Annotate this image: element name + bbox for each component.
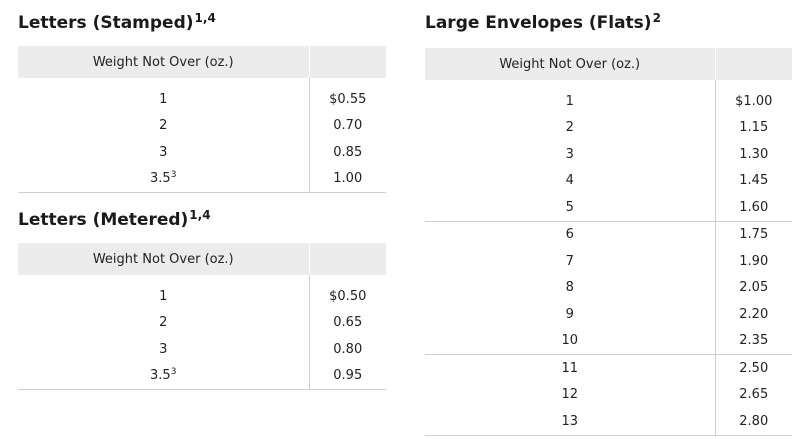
stamped-letters-title: Letters (Stamped)1,4 bbox=[18, 11, 216, 33]
weight-cell: 1 bbox=[159, 91, 168, 107]
weight-footnote: 3 bbox=[170, 367, 177, 378]
price-cell: $0.55 bbox=[308, 86, 386, 113]
weight-cell: 10 bbox=[425, 327, 715, 355]
weight-column-header: Weight Not Over (oz.) bbox=[18, 46, 310, 78]
metered-letters-title: Letters (Metered)1,4 bbox=[18, 208, 211, 230]
weight-cell: 8 bbox=[565, 280, 574, 296]
table-header-row: Weight Not Over (oz.) bbox=[18, 46, 386, 78]
price-column-header bbox=[715, 48, 792, 80]
weight-cell: 6 bbox=[565, 227, 574, 243]
stamped-letters-table: Weight Not Over (oz.) 1 $0.55 2 0.70 3 0… bbox=[18, 46, 386, 193]
weight-cell: 7 bbox=[565, 253, 574, 269]
price-cell: 0.70 bbox=[308, 112, 386, 139]
table-row: 11 2.50 bbox=[425, 354, 792, 382]
price-column-header bbox=[309, 46, 386, 78]
price-cell: 2.35 bbox=[714, 327, 792, 355]
weight-cell: 3 bbox=[159, 341, 168, 357]
table-row: 13 2.80 bbox=[425, 408, 792, 436]
price-cell: 0.80 bbox=[308, 336, 386, 363]
table-row: 3.53 1.00 bbox=[18, 165, 386, 193]
table-row: 3 1.30 bbox=[425, 141, 792, 168]
price-cell: 1.15 bbox=[714, 114, 792, 141]
large-envelopes-table: Weight Not Over (oz.) 1 $1.00 2 1.15 3 1… bbox=[425, 48, 792, 436]
price-cell: 2.20 bbox=[714, 301, 792, 328]
weight-cell: 12 bbox=[561, 387, 579, 403]
price-cell: 1.30 bbox=[714, 141, 792, 168]
table-row: 10 2.35 bbox=[425, 327, 792, 355]
weight-cell: 5 bbox=[425, 194, 715, 222]
metered-letters-table: Weight Not Over (oz.) 1 $0.50 2 0.65 3 0… bbox=[18, 243, 386, 390]
price-cell: 2.80 bbox=[714, 408, 792, 436]
table-row: 1 $1.00 bbox=[425, 88, 792, 115]
weight-cell: 2 bbox=[159, 118, 168, 134]
table-row: 6 1.75 bbox=[425, 221, 792, 248]
weight-cell: 11 bbox=[561, 360, 579, 376]
title-footnote: 1,4 bbox=[189, 208, 211, 222]
price-cell: 1.45 bbox=[714, 167, 792, 194]
table-row: 7 1.90 bbox=[425, 248, 792, 275]
weight-cell: 3.53 bbox=[18, 165, 309, 193]
table-row: 9 2.20 bbox=[425, 301, 792, 328]
price-cell: $0.50 bbox=[308, 283, 386, 310]
table-header-row: Weight Not Over (oz.) bbox=[18, 243, 386, 275]
table-row: 2 1.15 bbox=[425, 114, 792, 141]
large-envelopes-section: Large Envelopes (Flats)2 Weight Not Over… bbox=[425, 10, 792, 436]
weight-footnote: 3 bbox=[170, 170, 177, 181]
price-column-header bbox=[309, 243, 386, 275]
price-cell: 0.65 bbox=[308, 309, 386, 336]
title-footnote: 2 bbox=[652, 11, 661, 25]
weight-cell: 2 bbox=[565, 120, 574, 136]
price-cell: 2.65 bbox=[714, 381, 792, 408]
weight-cell: 1 bbox=[565, 93, 574, 109]
table-header-row: Weight Not Over (oz.) bbox=[425, 48, 792, 80]
weight-column-header: Weight Not Over (oz.) bbox=[425, 48, 716, 80]
weight-cell: 3.53 bbox=[18, 362, 309, 390]
price-cell: 1.75 bbox=[714, 221, 792, 248]
price-cell: 2.50 bbox=[714, 354, 792, 382]
table-row: 3 0.85 bbox=[18, 139, 386, 166]
price-cell: $1.00 bbox=[714, 88, 792, 115]
table-row: 2 0.70 bbox=[18, 112, 386, 139]
table-row: 1 $0.55 bbox=[18, 86, 386, 113]
weight-cell: 3 bbox=[565, 146, 574, 162]
table-row: 5 1.60 bbox=[425, 194, 792, 222]
weight-cell: 9 bbox=[565, 306, 574, 322]
table-row: 12 2.65 bbox=[425, 381, 792, 408]
price-cell: 1.60 bbox=[714, 194, 792, 222]
weight-column-header: Weight Not Over (oz.) bbox=[18, 243, 310, 275]
large-envelopes-title: Large Envelopes (Flats)2 bbox=[425, 11, 661, 33]
table-row: 3 0.80 bbox=[18, 336, 386, 363]
metered-letters-section: Letters (Metered)1,4 Weight Not Over (oz… bbox=[18, 207, 386, 390]
title-footnote: 1,4 bbox=[194, 11, 216, 25]
weight-cell: 3 bbox=[159, 144, 168, 160]
weight-cell: 4 bbox=[565, 173, 574, 189]
weight-cell: 1 bbox=[159, 288, 168, 304]
price-cell: 2.05 bbox=[714, 274, 792, 301]
table-row: 8 2.05 bbox=[425, 274, 792, 301]
table-row: 4 1.45 bbox=[425, 167, 792, 194]
table-row: 1 $0.50 bbox=[18, 283, 386, 310]
price-cell: 1.90 bbox=[714, 248, 792, 275]
price-cell: 0.95 bbox=[308, 362, 386, 390]
weight-cell: 13 bbox=[425, 408, 715, 436]
price-cell: 0.85 bbox=[308, 139, 386, 166]
stamped-letters-section: Letters (Stamped)1,4 Weight Not Over (oz… bbox=[18, 10, 386, 193]
weight-cell: 2 bbox=[159, 315, 168, 331]
table-row: 2 0.65 bbox=[18, 309, 386, 336]
price-cell: 1.00 bbox=[308, 165, 386, 193]
table-row: 3.53 0.95 bbox=[18, 362, 386, 390]
